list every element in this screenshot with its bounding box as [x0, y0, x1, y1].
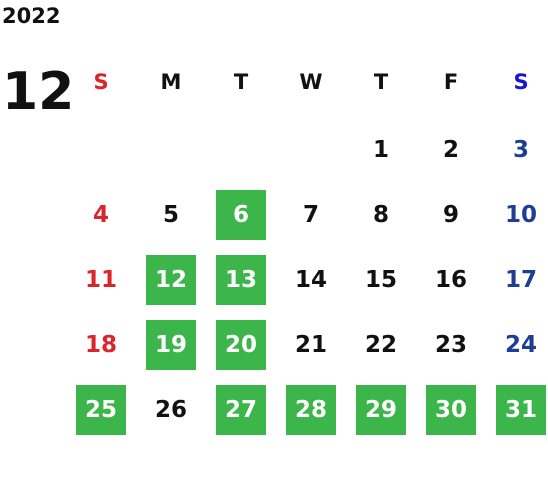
day: 23	[434, 332, 467, 358]
day: 22	[364, 332, 397, 358]
weekday-label: T	[233, 70, 249, 94]
day: 3	[512, 137, 529, 163]
weekday-label: M	[160, 70, 182, 94]
day: 24	[504, 332, 537, 358]
day: 7	[302, 202, 319, 228]
day: 10	[504, 202, 537, 228]
year: 2022	[2, 4, 61, 28]
day: 2	[442, 137, 459, 163]
day: 5	[162, 202, 179, 228]
day: 14	[294, 267, 327, 293]
highlighted-day: 28	[286, 385, 336, 435]
day: 18	[84, 332, 117, 358]
highlighted-day: 27	[216, 385, 266, 435]
highlighted-day: 6	[216, 190, 266, 240]
weekday-label: F	[443, 70, 459, 94]
day: 21	[294, 332, 327, 358]
day: 15	[364, 267, 397, 293]
highlighted-day: 19	[146, 320, 196, 370]
highlighted-day: 12	[146, 255, 196, 305]
day: 17	[504, 267, 537, 293]
day: 26	[154, 397, 187, 423]
highlighted-day: 20	[216, 320, 266, 370]
day: 16	[434, 267, 467, 293]
highlighted-day: 13	[216, 255, 266, 305]
highlighted-day: 29	[356, 385, 406, 435]
day: 4	[92, 202, 109, 228]
day: 9	[442, 202, 459, 228]
highlighted-day: 31	[496, 385, 546, 435]
day: 1	[372, 137, 389, 163]
month: 12	[2, 62, 75, 122]
weekday-label: S	[93, 70, 109, 94]
weekday-label: S	[513, 70, 529, 94]
day: 8	[372, 202, 389, 228]
weekday-label: T	[373, 70, 389, 94]
weekday-label: W	[299, 70, 323, 94]
day: 11	[84, 267, 117, 293]
highlighted-day: 30	[426, 385, 476, 435]
highlighted-day: 25	[76, 385, 126, 435]
